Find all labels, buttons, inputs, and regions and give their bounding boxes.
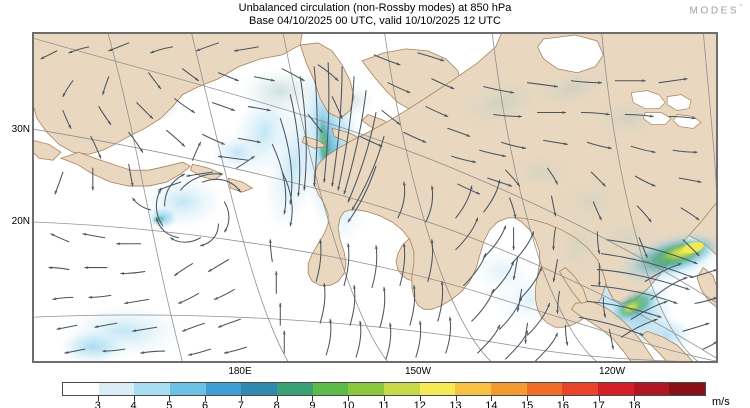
title-line-1: Unbalanced circulation (non-Rossby modes… xyxy=(238,2,512,14)
colorbar-cell-12 xyxy=(491,383,527,395)
axis-label-lon-180e: 180E xyxy=(228,366,252,377)
colorbar-tick-label-13: 13 xyxy=(449,400,462,408)
colorbar-tick-label-8: 8 xyxy=(273,400,280,408)
modes-logo: MODES° xyxy=(690,4,742,16)
colorbar-cell-11 xyxy=(455,383,492,395)
speed-shading-land xyxy=(457,68,662,276)
colorbar-cell-9 xyxy=(384,383,420,395)
colorbar-cell-13 xyxy=(526,383,563,395)
colorbar-tick-6 xyxy=(205,396,207,401)
map-canvas xyxy=(33,33,717,362)
colorbar-cell-14 xyxy=(562,383,599,395)
colorbar-tick-label-9: 9 xyxy=(309,400,316,408)
colorbar-tick-9 xyxy=(312,396,314,401)
colorbar-cell-3 xyxy=(170,383,206,395)
colorbar-tick-4 xyxy=(133,396,135,401)
colorbar-tick-13 xyxy=(455,396,457,401)
colorbar-tick-label-11: 11 xyxy=(378,400,390,408)
colorbar-cell-6 xyxy=(277,383,313,395)
colorbar-tick-label-17: 17 xyxy=(592,400,605,408)
colorbar: 3 4 5 6 7 8 9 10 11 12 13 14 15 16 17 18 xyxy=(62,382,706,408)
colorbar-tick-label-6: 6 xyxy=(202,400,209,408)
colorbar-cell-0 xyxy=(63,383,99,395)
colorbar-cell-10 xyxy=(419,383,456,395)
colorbar-cell-7 xyxy=(312,383,349,395)
colorbar-tick-label-15: 15 xyxy=(520,400,534,408)
colorbar-tick-label-4: 4 xyxy=(130,400,137,408)
axis-label-lon-150w: 150W xyxy=(404,366,432,377)
colorbar-cell-2 xyxy=(134,383,171,395)
axis-label-lat-30n: 30N xyxy=(11,124,30,135)
colorbar-tick-14 xyxy=(491,396,493,401)
colorbar-cell-1 xyxy=(98,383,135,395)
logo-mark: ° xyxy=(739,4,742,11)
colorbar-tick-16 xyxy=(562,396,564,401)
colorbar-tick-5 xyxy=(169,396,171,401)
title-line-2: Base 04/10/2025 00 UTC, valid 10/10/2025… xyxy=(249,15,501,27)
colorbar-tick-11 xyxy=(384,396,385,401)
colorbar-cell-5 xyxy=(241,383,278,395)
colorbar-cell-17 xyxy=(669,383,706,395)
colorbar-cell-16 xyxy=(633,383,670,395)
graticule xyxy=(33,33,717,362)
map-panel[interactable] xyxy=(32,32,718,363)
colorbar-tick-17 xyxy=(598,396,600,401)
colorbar-tick-12 xyxy=(419,396,421,401)
colorbar-tick-10 xyxy=(348,396,350,401)
colorbar-labels: 3 4 5 6 7 8 9 10 11 12 13 14 15 16 17 18 xyxy=(62,400,706,408)
colorbar-ticks xyxy=(62,396,706,401)
colorbar-tick-18 xyxy=(634,396,636,401)
colorbar-tick-15 xyxy=(527,396,529,401)
colorbar-tick-label-10: 10 xyxy=(342,400,355,408)
figure-title: Unbalanced circulation (non-Rossby modes… xyxy=(0,2,750,28)
colorbar-tick-label-7: 7 xyxy=(237,400,244,408)
colorbar-tick-label-16: 16 xyxy=(556,400,569,408)
axis-label-lat-20n: 20N xyxy=(11,216,30,227)
colorbar-cell-4 xyxy=(205,383,242,395)
colorbar-tick-label-14: 14 xyxy=(485,400,498,408)
map-svg xyxy=(33,33,717,362)
logo-text: MODES xyxy=(689,5,740,17)
wind-vectors xyxy=(40,42,717,362)
colorbar-strip[interactable] xyxy=(62,382,706,396)
colorbar-units-label: m/s xyxy=(712,396,730,408)
colorbar-tick-label-18: 18 xyxy=(628,400,641,408)
colorbar-tick-8 xyxy=(276,396,278,401)
colorbar-tick-label-5: 5 xyxy=(166,400,173,408)
colorbar-tick-label-12: 12 xyxy=(413,400,426,408)
colorbar-cell-8 xyxy=(348,383,385,395)
colorbar-cell-15 xyxy=(598,383,634,395)
colorbar-tick-3 xyxy=(97,396,99,401)
colorbar-tick-label-3: 3 xyxy=(94,400,101,408)
colorbar-tick-7 xyxy=(240,396,242,401)
axis-label-lon-120w: 120W xyxy=(598,366,626,377)
